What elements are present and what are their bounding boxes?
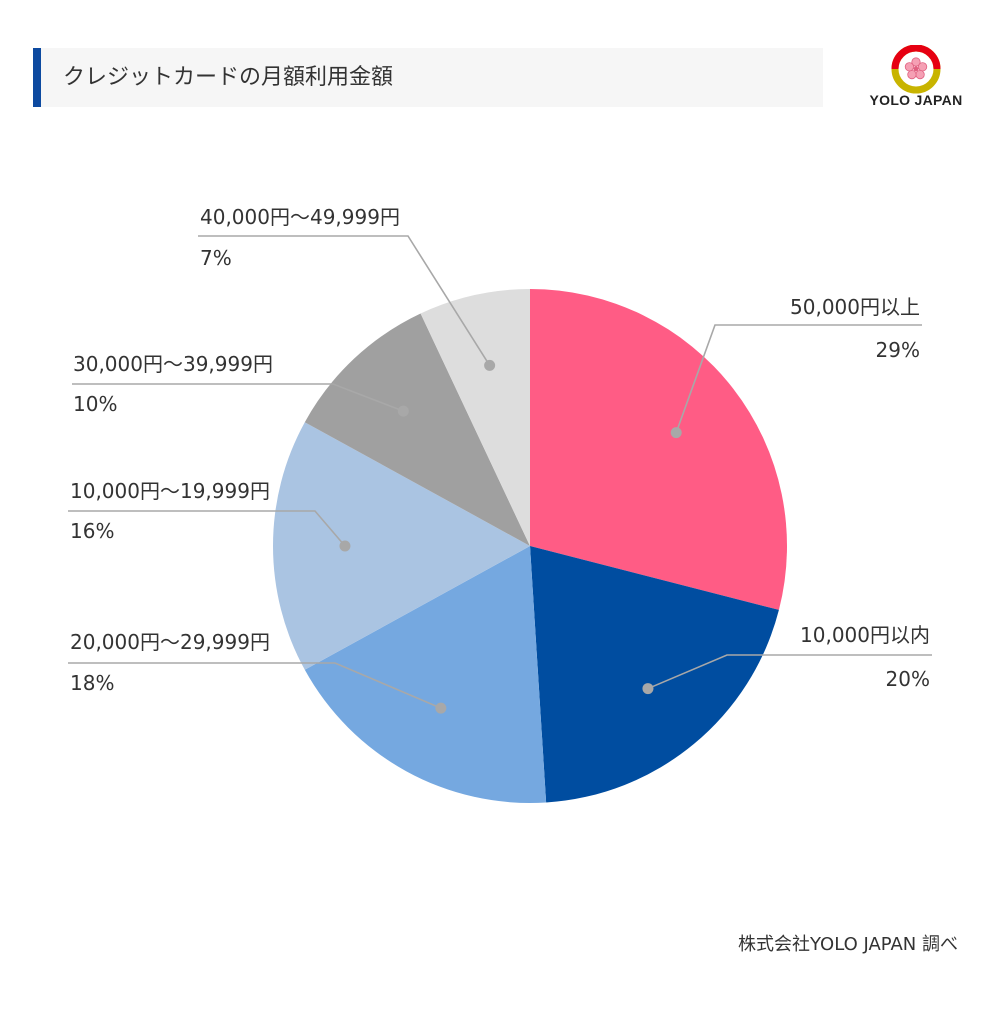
pie-slice: [420, 289, 530, 546]
title-accent-bar: [33, 48, 41, 107]
leader-dot: [642, 683, 654, 695]
leader-line: [72, 383, 404, 412]
slice-percent-label: 16%: [70, 519, 114, 543]
leader-line: [647, 654, 932, 690]
slice-name-label: 20,000円〜29,999円: [70, 630, 270, 654]
slice-name-label: 50,000円以上: [790, 295, 920, 319]
chart-title: クレジットカードの月額利用金額: [63, 65, 394, 90]
pie-slice: [304, 546, 547, 803]
pie-slice: [530, 289, 787, 610]
slice-name-label: 40,000円〜49,999円: [200, 205, 400, 229]
logo-mark-icon: [891, 44, 941, 94]
leader-dot: [670, 427, 682, 439]
pie-slice: [304, 313, 530, 546]
slice-percent-label: 7%: [200, 246, 232, 270]
slice-percent-label: 29%: [876, 338, 920, 362]
leader-line: [675, 324, 922, 433]
leader-dot: [484, 359, 496, 371]
slice-percent-label: 18%: [70, 671, 114, 695]
slice-name-label: 10,000円以内: [800, 623, 930, 647]
leader-dot: [339, 540, 351, 552]
leader-line: [68, 510, 346, 547]
yolo-japan-logo: YOLO JAPAN: [862, 44, 970, 115]
pie-slice: [530, 546, 779, 803]
logo-text: YOLO JAPAN: [869, 92, 963, 108]
leader-line: [68, 662, 442, 709]
leader-dot: [435, 702, 447, 714]
slice-name-label: 10,000円〜19,999円: [70, 479, 270, 503]
source-note: 株式会社YOLO JAPAN 調べ: [738, 934, 958, 955]
slice-percent-label: 10%: [73, 392, 117, 416]
leader-dot: [397, 405, 409, 417]
pie-slice: [273, 422, 530, 670]
slice-name-label: 30,000円〜39,999円: [73, 352, 273, 376]
title-bar: クレジットカードの月額利用金額: [33, 48, 823, 107]
leader-line: [198, 235, 491, 366]
slice-percent-label: 20%: [886, 667, 930, 691]
